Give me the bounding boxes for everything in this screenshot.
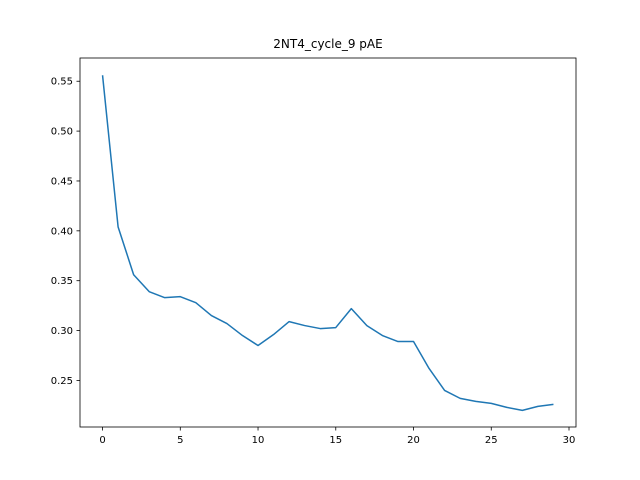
chart-title: 2NT4_cycle_9 pAE [273,37,382,51]
x-tick-label: 10 [252,435,265,446]
y-tick-label: 0.35 [51,276,73,287]
x-tick-label: 0 [99,435,105,446]
x-tick-label: 5 [177,435,183,446]
x-tick-label: 20 [407,435,420,446]
y-tick-label: 0.25 [51,376,73,387]
x-tick-label: 25 [485,435,498,446]
y-tick-label: 0.40 [51,226,73,237]
y-tick-label: 0.45 [51,176,73,187]
y-tick-label: 0.30 [51,326,73,337]
y-tick-label: 0.55 [51,77,73,88]
y-tick-label: 0.50 [51,127,73,138]
x-tick-label: 30 [563,435,576,446]
x-tick-label: 15 [329,435,342,446]
